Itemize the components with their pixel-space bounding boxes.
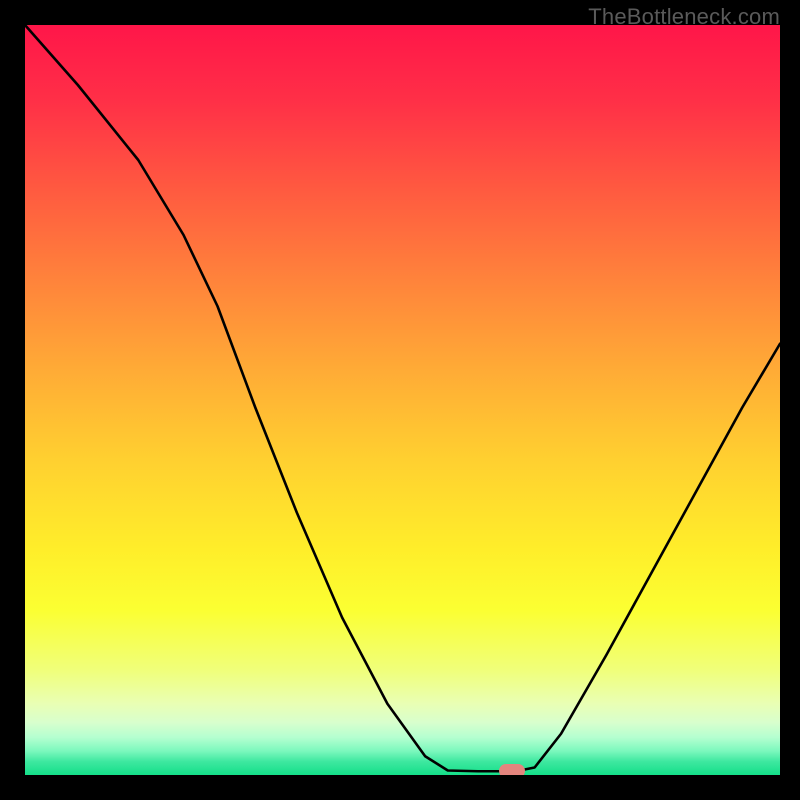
watermark-text: TheBottleneck.com (588, 4, 780, 30)
curve-svg (25, 25, 780, 775)
plot-area (25, 25, 780, 775)
chart-frame: TheBottleneck.com (0, 0, 800, 800)
bottleneck-curve (25, 25, 780, 771)
optimal-marker (499, 764, 525, 776)
